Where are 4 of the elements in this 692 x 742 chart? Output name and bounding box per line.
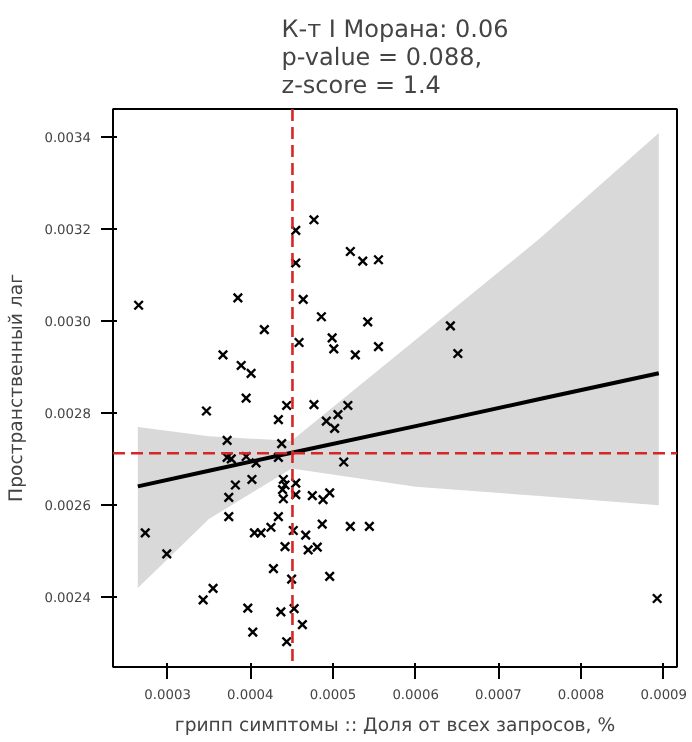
x-axis-title: грипп симптомы :: Доля от всех запросов, % (174, 715, 616, 737)
chart-title: К-т I Морана: 0.06 p-value = 0.088, z-score = 1.4 (281, 15, 509, 99)
y-axis-title: Пространственный лаг (6, 273, 29, 502)
line-series (135, 371, 661, 489)
